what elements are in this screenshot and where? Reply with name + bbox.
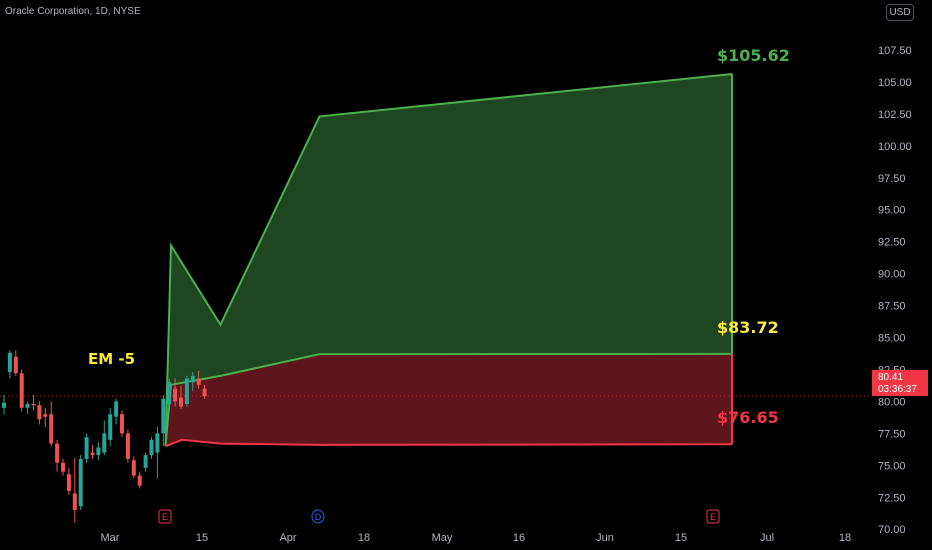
candle-body — [137, 475, 142, 486]
y-tick-label: 102.50 — [878, 109, 912, 121]
x-tick-label: 15 — [675, 532, 687, 544]
candle-body — [114, 401, 119, 417]
y-tick-label: 70.00 — [878, 524, 906, 536]
upper-price-label: $105.62 — [717, 46, 790, 65]
candle-body — [161, 398, 166, 434]
y-tick-label: 85.00 — [878, 333, 906, 345]
x-tick-label: Apr — [279, 532, 296, 544]
candle-body — [13, 356, 18, 374]
candle-body — [49, 414, 54, 444]
candle-body — [120, 414, 124, 434]
candle-body — [149, 439, 154, 456]
event-marker-label: D — [315, 512, 322, 522]
candle-body — [190, 375, 195, 383]
candle-body — [37, 405, 42, 420]
candle-body — [102, 433, 107, 453]
x-tick-label: 15 — [196, 532, 208, 544]
y-tick-label: 72.50 — [878, 492, 906, 504]
candle-body — [72, 493, 77, 511]
candle-body — [155, 433, 160, 453]
candle-body — [202, 388, 207, 397]
y-tick-label: 87.50 — [878, 301, 906, 313]
event-marker[interactable] — [706, 509, 720, 524]
event-marker-label: E — [710, 512, 716, 522]
candle-body — [125, 433, 130, 459]
y-tick-label: 75.00 — [878, 460, 906, 472]
last-price-badge: 80.41 03:36:37 — [872, 370, 928, 396]
candle-body — [131, 460, 136, 476]
x-tick-label: May — [432, 532, 453, 544]
x-tick-label: 18 — [358, 532, 370, 544]
candle-body — [96, 447, 101, 456]
candle-body — [61, 462, 65, 472]
candle-body — [90, 452, 95, 456]
y-tick-label: 107.50 — [878, 45, 912, 57]
candle-body — [43, 414, 48, 417]
candle-body — [25, 403, 30, 408]
lower-price-label: $76.65 — [717, 408, 779, 427]
event-marker-label: E — [162, 512, 168, 522]
lower-band-fill — [165, 353, 732, 447]
currency-button[interactable]: USD — [886, 4, 914, 21]
x-tick-label: Mar — [101, 532, 120, 544]
symbol-title: Oracle Corporation, 1D, NYSE — [5, 6, 141, 17]
candle-body — [78, 458, 83, 507]
last-price-value: 80.41 — [878, 372, 904, 383]
upper-band-line — [164, 73, 733, 447]
countdown-timer: 03:36:37 — [878, 384, 917, 395]
y-tick-label: 100.00 — [878, 141, 912, 153]
candle-body — [31, 403, 36, 406]
candle-body — [19, 373, 24, 408]
candle-body — [179, 397, 183, 407]
x-tick-label: Jun — [596, 532, 614, 544]
candle-body — [7, 352, 12, 373]
x-tick-label: 18 — [839, 532, 851, 544]
candle-body — [2, 402, 6, 408]
event-marker[interactable] — [158, 509, 172, 524]
candle-body — [167, 382, 172, 404]
y-tick-label: 92.50 — [878, 237, 906, 249]
x-tick-label: Jul — [760, 532, 774, 544]
candle-body — [66, 474, 71, 491]
event-marker[interactable] — [311, 509, 325, 524]
candle-body — [196, 378, 201, 385]
y-tick-label: 97.50 — [878, 173, 906, 185]
y-tick-label: 80.00 — [878, 396, 906, 408]
candle-body — [55, 443, 60, 463]
candle-body — [143, 455, 148, 468]
y-tick-label: 105.00 — [878, 77, 912, 89]
em-annotation: EM -5 — [88, 350, 136, 368]
y-tick-label: 77.50 — [878, 428, 906, 440]
middle-price-label: $83.72 — [717, 318, 779, 337]
lower-band-line — [165, 438, 733, 448]
candle-body — [184, 378, 189, 404]
x-tick-label: 16 — [513, 532, 525, 544]
y-tick-label: 90.00 — [878, 269, 906, 281]
candle-body — [84, 437, 89, 459]
candle-body — [108, 414, 113, 440]
y-tick-label: 95.00 — [878, 205, 906, 217]
candle-body — [173, 388, 178, 402]
